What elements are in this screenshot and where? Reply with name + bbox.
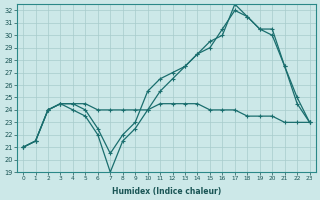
X-axis label: Humidex (Indice chaleur): Humidex (Indice chaleur): [112, 187, 221, 196]
